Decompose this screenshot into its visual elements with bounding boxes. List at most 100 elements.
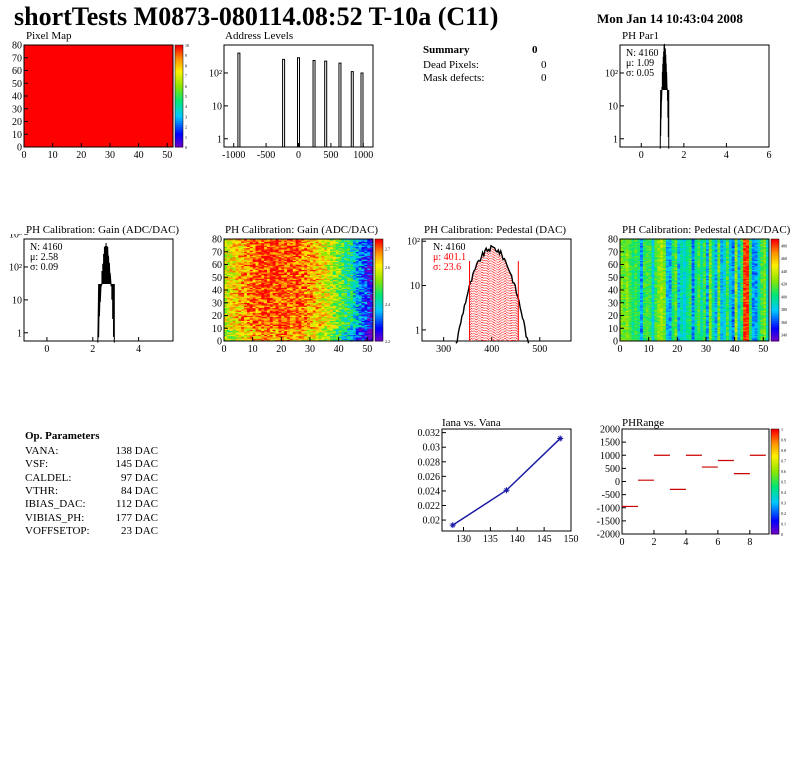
heatmap-cell <box>275 277 279 279</box>
heatmap-cell <box>318 318 322 320</box>
heatmap-cell <box>631 316 635 319</box>
heatmap-cell <box>625 260 629 263</box>
heatmap-cell <box>318 282 322 284</box>
heatmap-cell <box>269 302 274 305</box>
palette-cell <box>175 142 183 146</box>
heatmap-cell <box>625 301 629 304</box>
heatmap-cell <box>321 324 325 326</box>
heatmap-cell <box>272 281 276 283</box>
heatmap-cell <box>335 261 339 264</box>
heatmap-cell <box>338 282 342 284</box>
heatmap-cell <box>238 287 242 290</box>
heatmap-cell <box>246 277 251 279</box>
heatmap-cell <box>272 272 276 274</box>
heatmap-cell <box>307 278 311 281</box>
heatmap-cell <box>361 256 365 259</box>
heatmap-cell <box>266 326 271 329</box>
heatmap-cell <box>244 255 248 258</box>
y-tick-label: 30 <box>12 104 22 115</box>
heatmap-cell <box>631 272 635 274</box>
heatmap-cell <box>361 251 365 254</box>
heatmap-cell <box>318 298 322 301</box>
heatmap-cell <box>252 286 256 288</box>
heatmap-cell <box>344 259 348 261</box>
heatmap-cell <box>367 279 371 282</box>
heatmap-cell <box>341 284 345 287</box>
heatmap-cell <box>249 267 253 269</box>
heatmap-cell <box>350 241 354 244</box>
heatmap-cell <box>634 302 638 305</box>
heatmap-cell <box>318 307 322 310</box>
heatmap-cell <box>330 321 334 324</box>
heatmap-cell <box>344 291 348 293</box>
heatmap-cell <box>352 306 357 309</box>
heatmap-cell <box>625 311 629 314</box>
heatmap-cell <box>364 320 368 323</box>
palette-cell <box>375 310 383 313</box>
heatmap-cell <box>266 306 271 309</box>
heatmap-cell <box>249 265 253 268</box>
heatmap-cell <box>292 255 296 258</box>
x-tick-label: 10 <box>48 150 58 161</box>
heatmap-cell <box>241 269 245 272</box>
heatmap-cell <box>235 242 239 245</box>
heatmap-cell <box>249 246 253 249</box>
heatmap-cell <box>315 258 319 260</box>
heatmap-cell <box>309 310 314 312</box>
heatmap-cell <box>281 244 285 246</box>
heatmap-cell <box>358 288 362 291</box>
heatmap-cell <box>295 320 299 323</box>
heatmap-cell <box>315 334 319 337</box>
heatmap-cell <box>224 295 228 297</box>
heatmap-cell <box>281 326 285 329</box>
heatmap-cell <box>235 249 239 251</box>
heatmap-cell <box>307 291 311 293</box>
heatmap-cell <box>625 283 629 286</box>
heatmap-cell <box>637 300 641 302</box>
heatmap-cell <box>266 330 271 333</box>
heatmap-cell <box>347 272 351 274</box>
heatmap-cell <box>252 255 256 258</box>
heatmap-cell <box>292 314 296 316</box>
heatmap-cell <box>252 316 256 319</box>
heatmap-cell <box>269 333 274 335</box>
heatmap-cell <box>361 309 365 311</box>
heatmap-cell <box>622 330 627 333</box>
heatmap-cell <box>235 258 239 260</box>
heatmap-cell <box>361 325 365 328</box>
heatmap-cell <box>309 270 314 273</box>
heatmap-cell <box>352 260 357 263</box>
heatmap-cell <box>631 286 635 288</box>
heatmap-cell <box>278 293 282 296</box>
heatmap-cell <box>312 318 316 320</box>
heatmap-cell <box>350 247 354 250</box>
heatmap-cell <box>301 330 305 333</box>
heatmap-cell <box>238 298 242 301</box>
heatmap-cell <box>292 251 296 254</box>
heatmap-cell <box>281 261 285 264</box>
heatmap-cell <box>229 312 233 315</box>
heatmap-cell <box>318 320 322 323</box>
heatmap-cell <box>355 314 359 316</box>
heatmap-cell <box>255 268 259 270</box>
heatmap-cell <box>235 325 239 328</box>
heatmap-cell <box>364 246 368 249</box>
heatmap-cell <box>295 251 299 254</box>
heatmap-cell <box>258 332 262 334</box>
heatmap-cell <box>249 335 253 338</box>
heatmap-cell <box>634 253 638 255</box>
heatmap-cell <box>361 260 365 263</box>
heatmap-cell <box>255 315 259 318</box>
heatmap-cell <box>278 332 282 334</box>
heatmap-cell <box>358 302 362 305</box>
heatmap-cell <box>255 282 259 284</box>
heatmap-cell <box>278 306 282 309</box>
heatmap-cell <box>235 309 239 311</box>
heatmap-cell <box>622 283 627 286</box>
heatmap-cell <box>241 245 245 247</box>
heatmap-cell <box>361 296 365 298</box>
heatmap-cell <box>307 279 311 282</box>
heatmap-cell <box>295 323 299 325</box>
heatmap-cell <box>355 284 359 287</box>
heatmap-cell <box>295 307 299 310</box>
